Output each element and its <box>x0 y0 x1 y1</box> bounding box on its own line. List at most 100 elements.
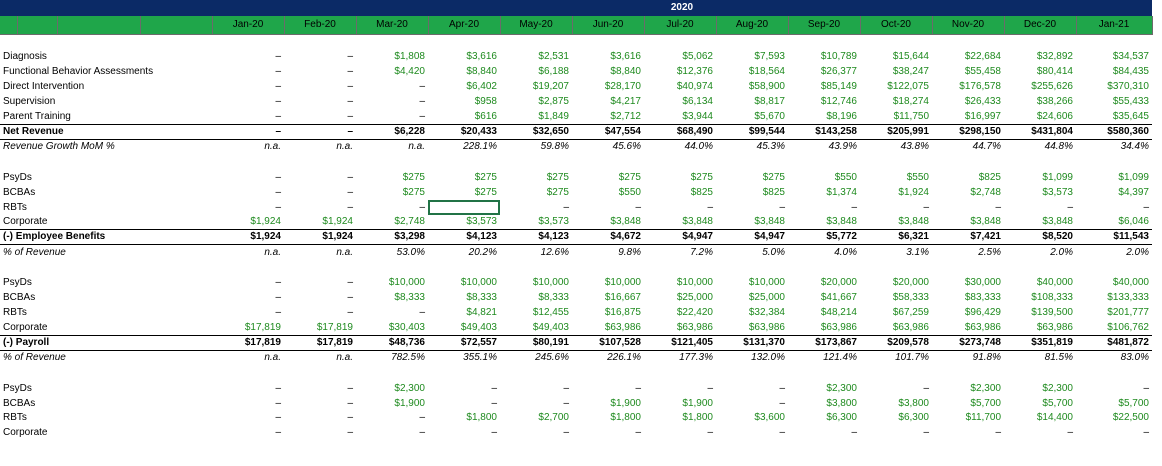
value-cell[interactable]: – <box>347 397 353 409</box>
value-cell[interactable]: $825 <box>978 171 1001 183</box>
value-cell[interactable]: $10,000 <box>388 277 425 289</box>
value-cell[interactable]: 81.5% <box>1044 352 1073 364</box>
value-cell[interactable]: $3,573 <box>1042 186 1073 198</box>
value-cell[interactable]: $6,134 <box>682 96 713 108</box>
value-cell[interactable]: $17,819 <box>212 334 284 351</box>
value-cell[interactable]: $11,750 <box>893 110 929 122</box>
value-cell[interactable]: $201,777 <box>1107 307 1149 319</box>
value-cell[interactable]: $47,554 <box>572 123 644 140</box>
value-cell[interactable]: 132.0% <box>751 352 785 364</box>
row-label[interactable]: Parent Training <box>3 110 71 122</box>
value-cell[interactable]: $1,800 <box>610 412 641 424</box>
value-cell[interactable]: – <box>275 307 281 319</box>
value-cell[interactable]: $19,207 <box>532 81 569 93</box>
value-cell[interactable]: $1,800 <box>682 412 713 424</box>
value-cell[interactable]: $30,403 <box>388 321 425 333</box>
value-cell[interactable]: – <box>779 397 785 409</box>
row-label[interactable]: Functional Behavior Assessments <box>3 66 154 78</box>
value-cell[interactable]: $5,700 <box>970 397 1001 409</box>
value-cell[interactable]: $67,259 <box>892 307 929 319</box>
value-cell[interactable]: – <box>635 427 641 439</box>
value-cell[interactable]: $2,748 <box>970 186 1001 198</box>
value-cell[interactable]: $1,849 <box>538 110 569 122</box>
value-cell[interactable]: $173,867 <box>788 334 860 351</box>
value-cell[interactable]: 44.0% <box>684 141 713 153</box>
value-cell[interactable]: $80,191 <box>500 334 572 351</box>
value-cell[interactable]: – <box>1067 427 1073 439</box>
value-cell[interactable]: $80,414 <box>1036 66 1073 78</box>
value-cell[interactable]: 121.4% <box>823 352 857 364</box>
value-cell[interactable]: $7,421 <box>932 229 1004 246</box>
value-cell[interactable]: $3,848 <box>898 216 929 228</box>
value-cell[interactable]: $12,376 <box>676 66 713 78</box>
value-cell[interactable]: $8,520 <box>1004 229 1076 246</box>
value-cell[interactable]: n.a. <box>336 352 353 364</box>
value-cell[interactable]: $10,000 <box>532 277 569 289</box>
value-cell[interactable]: – <box>491 397 497 409</box>
value-cell[interactable]: $3,616 <box>610 51 641 63</box>
value-cell[interactable]: $205,991 <box>860 123 932 140</box>
value-cell[interactable]: $26,433 <box>964 96 1001 108</box>
value-cell[interactable]: $3,848 <box>1042 216 1073 228</box>
value-cell[interactable]: $1,374 <box>826 186 857 198</box>
value-cell[interactable]: – <box>419 307 425 319</box>
value-cell[interactable]: 228.1% <box>463 141 497 153</box>
value-cell[interactable]: – <box>707 427 713 439</box>
value-cell[interactable]: $3,800 <box>826 397 857 409</box>
value-cell[interactable]: $18,274 <box>892 96 929 108</box>
value-cell[interactable]: – <box>347 96 353 108</box>
value-cell[interactable]: $431,804 <box>1004 123 1076 140</box>
value-cell[interactable]: $275 <box>546 186 569 198</box>
value-cell[interactable]: 45.6% <box>612 141 641 153</box>
value-cell[interactable]: – <box>275 427 281 439</box>
value-cell[interactable]: $63,986 <box>892 321 929 333</box>
value-cell[interactable]: 43.9% <box>828 141 857 153</box>
value-cell[interactable]: $10,789 <box>820 51 857 63</box>
value-cell[interactable]: n.a. <box>336 141 353 153</box>
value-cell[interactable]: $2,531 <box>538 51 569 63</box>
value-cell[interactable]: $2,300 <box>394 382 425 394</box>
value-cell[interactable]: – <box>347 171 353 183</box>
value-cell[interactable]: $139,500 <box>1031 307 1073 319</box>
value-cell[interactable]: $20,000 <box>820 277 857 289</box>
value-cell[interactable]: $6,300 <box>898 412 929 424</box>
value-cell[interactable]: 5.0% <box>762 246 785 258</box>
value-cell[interactable]: 355.1% <box>463 352 497 364</box>
value-cell[interactable]: – <box>1143 382 1149 394</box>
row-label[interactable]: Corporate <box>3 321 48 333</box>
value-cell[interactable]: $122,075 <box>887 81 929 93</box>
value-cell[interactable]: – <box>275 382 281 394</box>
value-cell[interactable]: $4,123 <box>428 229 500 246</box>
value-cell[interactable]: 2.0% <box>1126 246 1149 258</box>
value-cell[interactable]: $26,377 <box>820 66 857 78</box>
value-cell[interactable]: $275 <box>690 171 713 183</box>
value-cell[interactable]: n.a. <box>264 141 281 153</box>
value-cell[interactable]: – <box>419 81 425 93</box>
value-cell[interactable]: $1,924 <box>322 216 353 228</box>
value-cell[interactable]: $1,924 <box>250 216 281 228</box>
value-cell[interactable]: $84,435 <box>1112 66 1149 78</box>
value-cell[interactable]: $63,986 <box>604 321 641 333</box>
value-cell[interactable]: $2,300 <box>826 382 857 394</box>
value-cell[interactable]: 44.7% <box>972 141 1001 153</box>
value-cell[interactable]: $99,544 <box>716 123 788 140</box>
value-cell[interactable]: 9.8% <box>618 246 641 258</box>
value-cell[interactable]: $2,712 <box>610 110 641 122</box>
value-cell[interactable]: $825 <box>690 186 713 198</box>
value-cell[interactable]: $121,405 <box>644 334 716 351</box>
value-cell[interactable]: $18,564 <box>748 66 785 78</box>
value-cell[interactable]: 4.0% <box>834 246 857 258</box>
value-cell[interactable]: $273,748 <box>932 334 1004 351</box>
value-cell[interactable]: $20,000 <box>892 277 929 289</box>
value-cell[interactable]: – <box>347 81 353 93</box>
blank-cell[interactable] <box>0 154 1152 170</box>
value-cell[interactable]: $38,247 <box>892 66 929 78</box>
value-cell[interactable]: $3,298 <box>356 229 428 246</box>
value-cell[interactable]: $83,333 <box>964 292 1001 304</box>
value-cell[interactable]: $209,578 <box>860 334 932 351</box>
value-cell[interactable]: $38,266 <box>1036 96 1073 108</box>
value-cell[interactable]: – <box>347 412 353 424</box>
value-cell[interactable]: 59.8% <box>540 141 569 153</box>
value-cell[interactable]: – <box>563 201 569 213</box>
value-cell[interactable]: 2.0% <box>1050 246 1073 258</box>
